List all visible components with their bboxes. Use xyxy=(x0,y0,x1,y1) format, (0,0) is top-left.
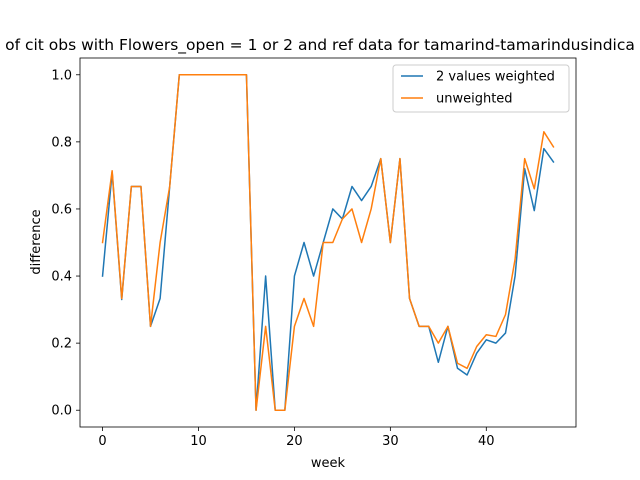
legend-label: unweighted xyxy=(436,92,513,107)
series-line-unweighted xyxy=(101,74,555,411)
x-tick-label: 20 xyxy=(286,434,303,449)
x-axis-ticks: 0 10 20 30 40 xyxy=(98,427,495,449)
y-tick-label: 1.0 xyxy=(51,68,72,83)
series-group xyxy=(101,74,555,411)
y-tick-label: 0.2 xyxy=(51,337,72,352)
y-tick-label: 0.4 xyxy=(51,270,72,285)
y-axis-label: difference xyxy=(29,209,44,274)
x-tick-label: 30 xyxy=(382,434,399,449)
x-tick-label: 0 xyxy=(98,434,106,449)
legend-box xyxy=(392,64,570,113)
axes-frame xyxy=(79,57,577,428)
y-axis-ticks: 0.0 0.2 0.4 0.6 0.8 1.0 xyxy=(51,68,80,419)
legend-label: 2 values weighted xyxy=(436,70,555,85)
x-tick-label: 10 xyxy=(190,434,207,449)
chart-title: of cit obs with Flowers_open = 1 or 2 an… xyxy=(5,36,635,55)
y-tick-label: 0.8 xyxy=(51,135,72,150)
y-tick-label: 0.6 xyxy=(51,202,72,217)
x-tick-label: 40 xyxy=(478,434,495,449)
legend: 2 values weighted unweighted xyxy=(392,64,570,113)
x-axis-label: week xyxy=(311,456,346,471)
y-tick-label: 0.0 xyxy=(51,404,72,419)
